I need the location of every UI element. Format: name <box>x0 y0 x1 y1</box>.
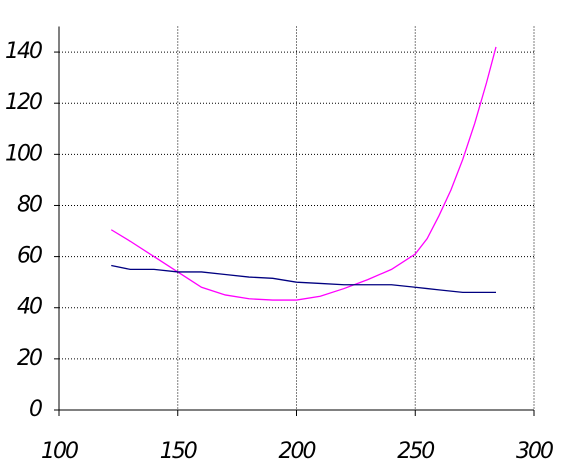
y-tick-label: 100 <box>5 141 42 166</box>
y-tick-label: 140 <box>5 39 42 64</box>
x-tick-label: 100 <box>41 439 78 464</box>
y-tick-label: 40 <box>17 295 42 320</box>
y-tick-label: 120 <box>5 90 42 115</box>
series-line <box>110 46 497 301</box>
series-line <box>111 264 496 294</box>
x-tick-label: 200 <box>279 439 316 464</box>
y-tick-label: 60 <box>17 244 42 269</box>
y-tick-label: 80 <box>17 192 42 217</box>
y-tick-label: 0 <box>29 397 42 422</box>
x-tick-label: 150 <box>160 439 197 464</box>
y-tick-label: 20 <box>17 346 42 371</box>
x-tick-label: 250 <box>397 439 434 464</box>
x-tick-label: 300 <box>516 439 553 464</box>
